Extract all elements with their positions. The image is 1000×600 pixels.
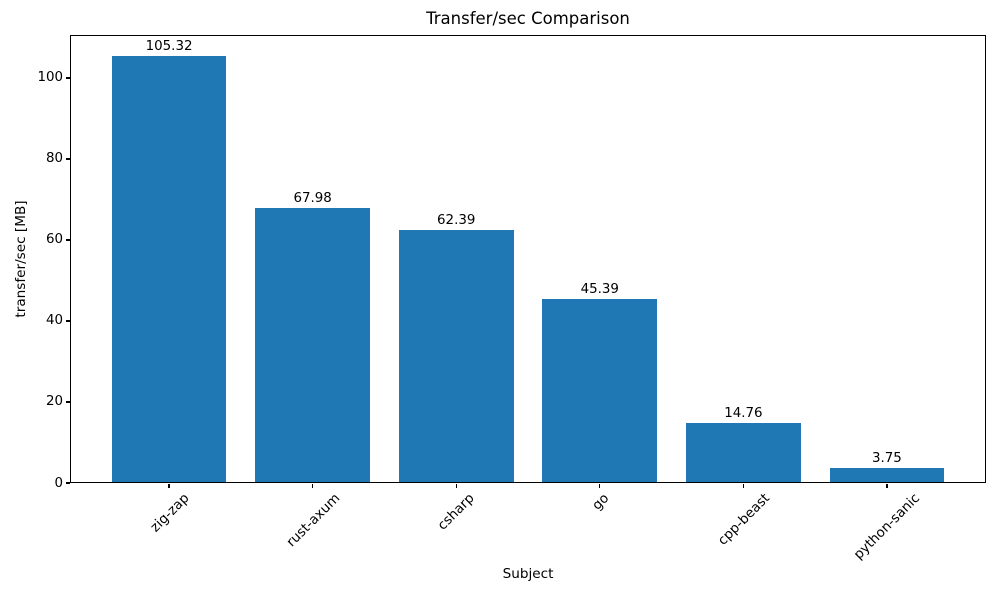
y-tick	[66, 482, 70, 484]
x-tick	[311, 483, 314, 488]
y-tick	[66, 77, 70, 79]
x-tick	[455, 483, 457, 488]
bar	[255, 207, 371, 482]
x-tick-label: rust-axum	[283, 491, 344, 551]
bar-value-label: 3.75	[872, 450, 902, 466]
x-tick	[742, 483, 745, 488]
y-tick-label: 0	[54, 475, 63, 491]
x-tick	[599, 483, 601, 488]
bar	[542, 299, 658, 482]
bar-value-label: 105.32	[145, 39, 193, 55]
y-tick	[66, 320, 70, 322]
x-tick-label: go	[589, 491, 612, 514]
bar-value-label: 67.98	[293, 190, 332, 206]
y-tick-label: 40	[45, 313, 63, 329]
bar	[398, 230, 514, 482]
bar	[111, 56, 227, 482]
x-tick-label: csharp	[435, 491, 479, 534]
chart-title: Transfer/sec Comparison	[426, 9, 630, 28]
y-tick	[66, 158, 70, 160]
x-tick	[886, 483, 888, 488]
bar-value-label: 14.76	[724, 406, 763, 422]
y-tick	[66, 401, 70, 403]
y-tick-label: 60	[45, 232, 63, 248]
x-axis-label: Subject	[502, 566, 554, 582]
bar	[685, 423, 801, 482]
x-tick-label: cpp-beast	[715, 491, 773, 549]
x-tick	[168, 483, 170, 488]
y-tick-label: 20	[45, 394, 63, 410]
bar-value-label: 45.39	[580, 282, 619, 298]
bar	[829, 467, 945, 482]
x-tick-label: python-sanic	[851, 491, 924, 563]
y-tick	[66, 239, 70, 241]
bar-value-label: 62.39	[437, 213, 476, 229]
y-axis-label: transfer/sec [MB]	[13, 200, 29, 318]
y-tick-label: 100	[37, 70, 63, 86]
x-tick-label: zig-zap	[147, 491, 193, 536]
y-tick-label: 80	[45, 151, 63, 167]
